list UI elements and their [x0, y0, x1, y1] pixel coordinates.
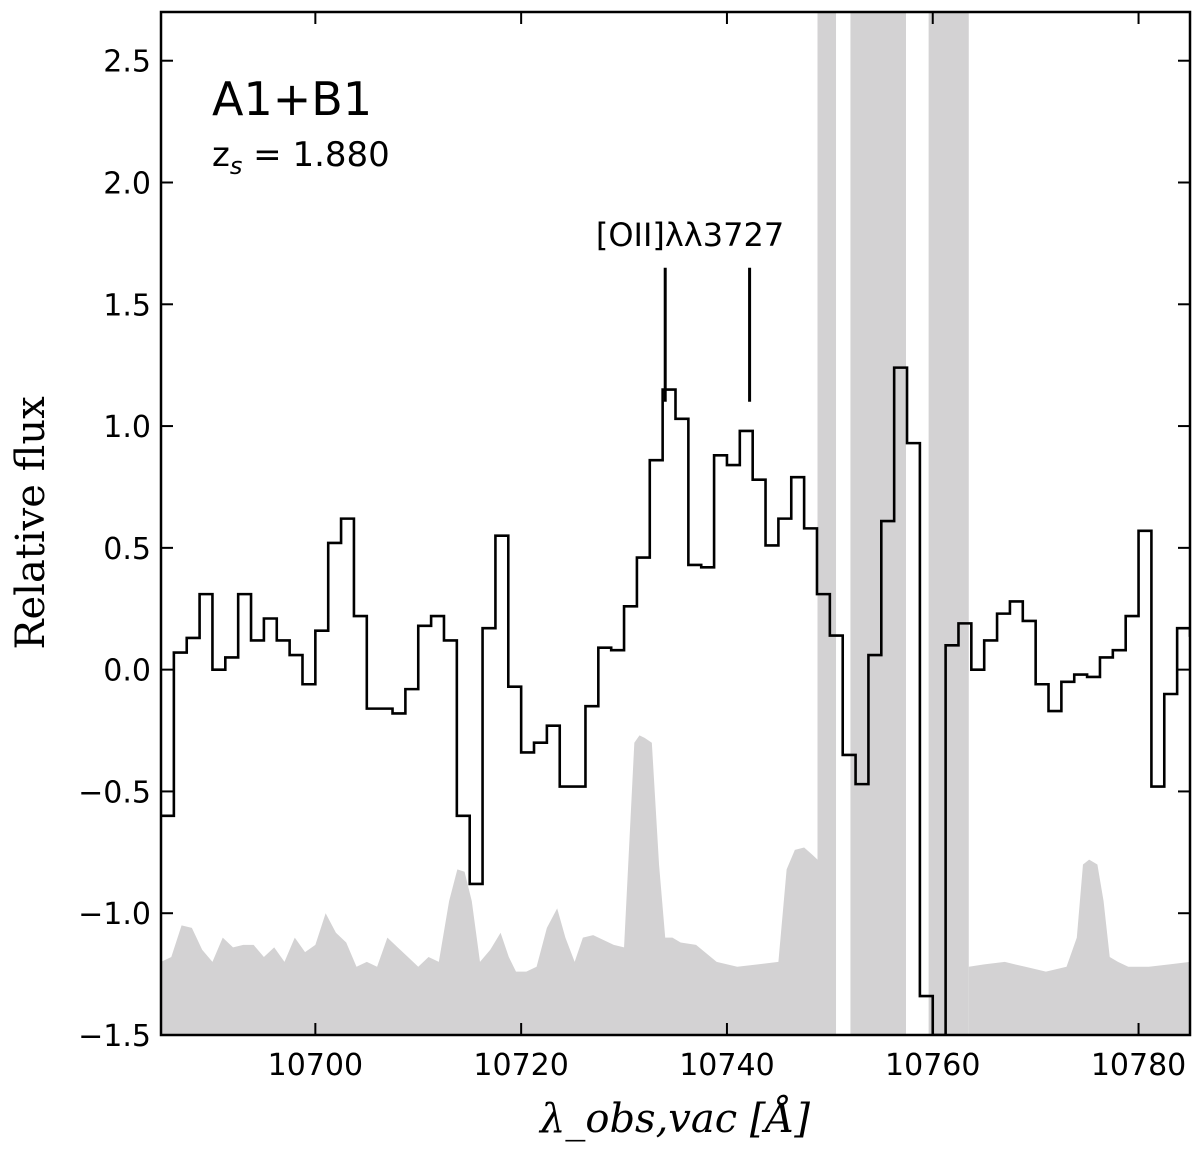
y-tick-label: 0.0: [103, 654, 151, 689]
y-tick-label: 1.5: [103, 288, 151, 323]
spectrum-line: [161, 366, 1190, 1035]
line-marker-layer: [663, 267, 752, 402]
plot-frame: [159, 10, 1192, 1037]
x-tick-label: 10720: [473, 1048, 568, 1083]
y-tick-label: −1.5: [78, 1019, 151, 1054]
y-tick-label: −0.5: [78, 775, 151, 810]
x-tick-label: 10780: [1091, 1048, 1186, 1083]
y-tick-label: 1.0: [103, 410, 151, 445]
masked-region-1: [817, 12, 837, 1035]
oii-line-label: [OII]λλ3727: [596, 216, 784, 254]
panel-subtitle: zs = 1.880: [212, 135, 390, 180]
axes-layer: 10700 10720 10740 10760 10780 −1.5 −1.0 −0.5 0.0…: [78, 10, 1192, 1083]
sky-spectrum-area-2: [968, 859, 1190, 1035]
masked-region-2: [850, 12, 906, 1035]
panel-title: A1+B1: [212, 72, 372, 126]
sky-spectrum-layer: [161, 735, 1190, 1035]
y-axis-label: Relative flux: [8, 396, 54, 650]
y-tick-label: 0.5: [103, 532, 151, 567]
spectrum-layer: [161, 366, 1190, 1035]
x-tick-label: 10700: [268, 1048, 363, 1083]
x-tick-label: 10760: [885, 1048, 980, 1083]
x-axis-label: λ_obs,vac [Å]: [538, 1095, 810, 1142]
sky-spectrum-area: [161, 735, 818, 1035]
y-tick-label: 2.0: [103, 167, 151, 202]
masked-region-3: [928, 12, 969, 1035]
y-tick-label: 2.5: [103, 45, 151, 80]
x-tick-label: 10740: [679, 1048, 774, 1083]
y-tick-label: −1.0: [78, 897, 151, 932]
masked-regions-layer: [817, 12, 969, 1035]
